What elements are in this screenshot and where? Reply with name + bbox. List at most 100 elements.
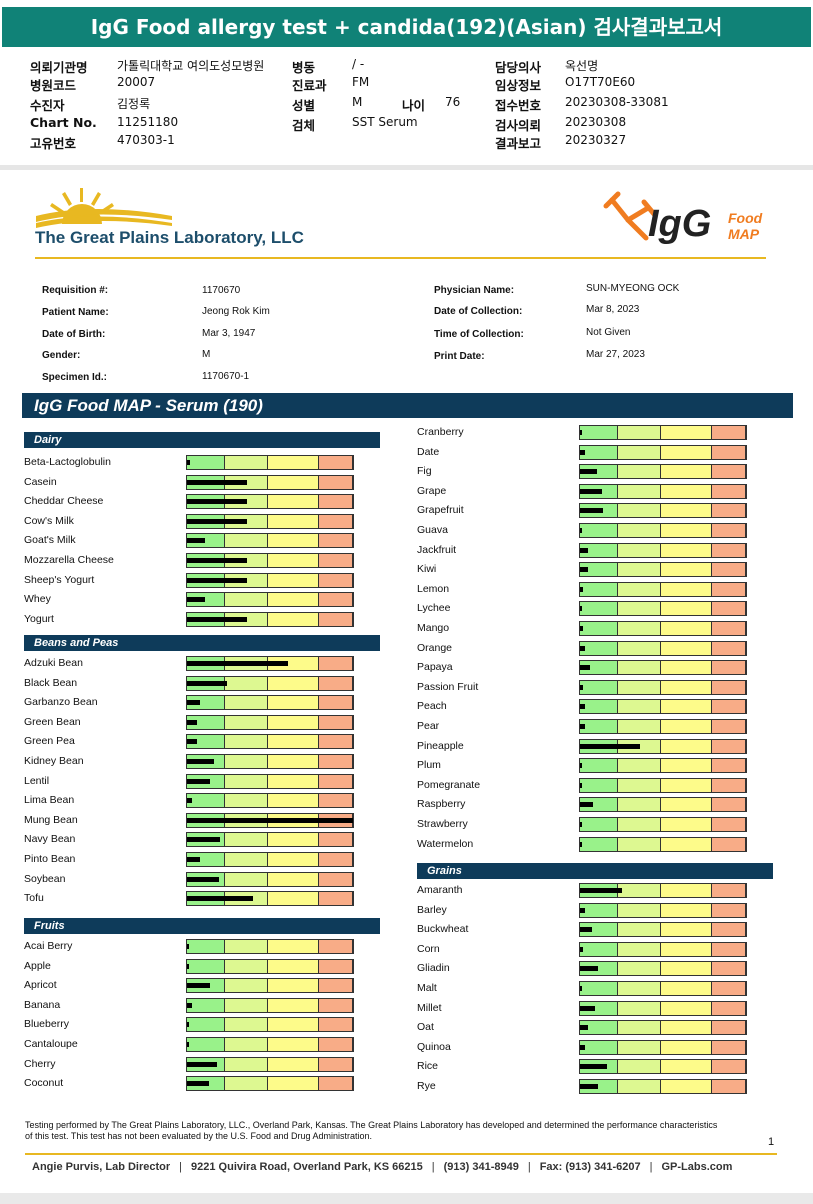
bar-zone xyxy=(319,657,353,670)
food-row: Tofu xyxy=(24,890,354,907)
food-bar xyxy=(579,503,747,519)
bar-zone xyxy=(268,755,320,768)
food-row: Barley xyxy=(417,902,747,918)
food-name: Beta-Lactoglobulin xyxy=(24,456,111,468)
food-bar xyxy=(186,592,354,608)
food-name: Orange xyxy=(417,641,453,654)
food-row: Millet xyxy=(417,1000,747,1016)
header-label: 진료과 xyxy=(292,78,327,93)
food-bar xyxy=(186,997,354,1013)
bar-zone xyxy=(268,853,320,866)
bar-zone xyxy=(319,495,353,509)
food-level xyxy=(187,518,247,524)
bar-zone xyxy=(319,514,353,528)
bar-zone xyxy=(712,923,746,937)
food-bar xyxy=(186,474,354,490)
requisition-value: Not Given xyxy=(586,327,631,338)
bar-zone xyxy=(712,680,746,694)
food-row: Cherry xyxy=(24,1056,354,1072)
footnote: Testing performed by The Great Plains La… xyxy=(25,1120,718,1141)
food-row: Kiwi xyxy=(417,561,747,578)
bar-zone xyxy=(617,962,661,976)
food-level xyxy=(580,946,584,952)
food-name: Fig xyxy=(417,465,432,478)
food-level xyxy=(580,1005,595,1011)
food-bar xyxy=(579,1059,747,1075)
food-row: Papaya xyxy=(417,659,747,676)
bar-zone xyxy=(319,998,353,1012)
food-level xyxy=(580,1044,585,1050)
food-level xyxy=(580,704,585,710)
category-band: Dairy xyxy=(24,432,380,448)
footer-separator: | xyxy=(431,1161,435,1173)
bar-zone xyxy=(661,465,713,479)
bar-zone xyxy=(617,426,661,439)
food-level xyxy=(187,680,227,686)
food-bar xyxy=(579,699,747,715)
bar-zone xyxy=(268,998,320,1012)
food-level xyxy=(580,547,589,553)
bar-zone xyxy=(580,923,618,937)
food-bar xyxy=(186,754,354,769)
food-bar xyxy=(579,1000,747,1016)
food-level xyxy=(580,606,582,612)
food-row: Cantaloupe xyxy=(24,1036,354,1052)
bar-zone xyxy=(224,833,268,847)
food-bar xyxy=(186,812,354,828)
bar-zone xyxy=(580,903,618,917)
food-level xyxy=(580,743,640,749)
header-value: 옥선명 xyxy=(565,59,599,73)
food-bar xyxy=(186,1056,354,1072)
food-level xyxy=(187,558,247,563)
food-bar xyxy=(579,464,747,480)
bar-zone xyxy=(268,1018,320,1032)
header-value: / - xyxy=(352,57,365,71)
bar-zone xyxy=(268,612,320,626)
bar-zone xyxy=(268,495,320,509)
food-name: Pear xyxy=(417,720,440,732)
bar-zone xyxy=(617,759,661,773)
bar-zone xyxy=(661,504,713,518)
food-bar xyxy=(579,621,747,636)
food-row: Pinto Bean xyxy=(24,851,354,867)
food-name: Grapefruit xyxy=(417,504,464,517)
header-value: 20230308-33081 xyxy=(565,95,669,109)
food-row: Orange xyxy=(417,640,747,656)
bar-zone xyxy=(187,456,225,469)
food-row: Raspberry xyxy=(417,796,747,813)
bar-zone xyxy=(617,837,661,851)
food-name: Lemon xyxy=(417,582,450,595)
food-level xyxy=(580,528,582,533)
bar-zone xyxy=(661,884,713,897)
bar-zone xyxy=(712,641,746,655)
food-row: Garbanzo Bean xyxy=(24,694,354,711)
bar-zone xyxy=(319,696,353,710)
bar-zone xyxy=(268,593,320,607)
food-level xyxy=(187,896,254,902)
bar-zone xyxy=(319,1077,353,1091)
bar-zone xyxy=(224,715,268,729)
food-level xyxy=(580,841,582,847)
food-level xyxy=(187,460,191,465)
bar-zone xyxy=(224,774,268,788)
food-level xyxy=(580,665,590,671)
food-level xyxy=(580,1025,589,1031)
bar-zone xyxy=(319,979,353,993)
header-label: 의뢰기관명 xyxy=(30,60,88,75)
page-number: 1 xyxy=(768,1136,775,1148)
header-value: 470303-1 xyxy=(117,133,175,147)
food-bar xyxy=(579,941,747,957)
bar-zone xyxy=(617,884,661,897)
requisition-label: Date of Birth: xyxy=(42,329,106,340)
bar-zone xyxy=(580,582,618,596)
header-value: 20230308 xyxy=(565,115,627,129)
bar-zone xyxy=(661,818,713,831)
food-bar xyxy=(579,1039,747,1055)
food-row: Quinoa xyxy=(417,1039,747,1055)
food-level xyxy=(187,700,201,706)
food-row: Soybean xyxy=(24,871,354,887)
food-name: Peach xyxy=(417,700,447,713)
food-level xyxy=(580,966,599,972)
bar-zone xyxy=(712,465,746,479)
bar-zone xyxy=(268,979,320,993)
